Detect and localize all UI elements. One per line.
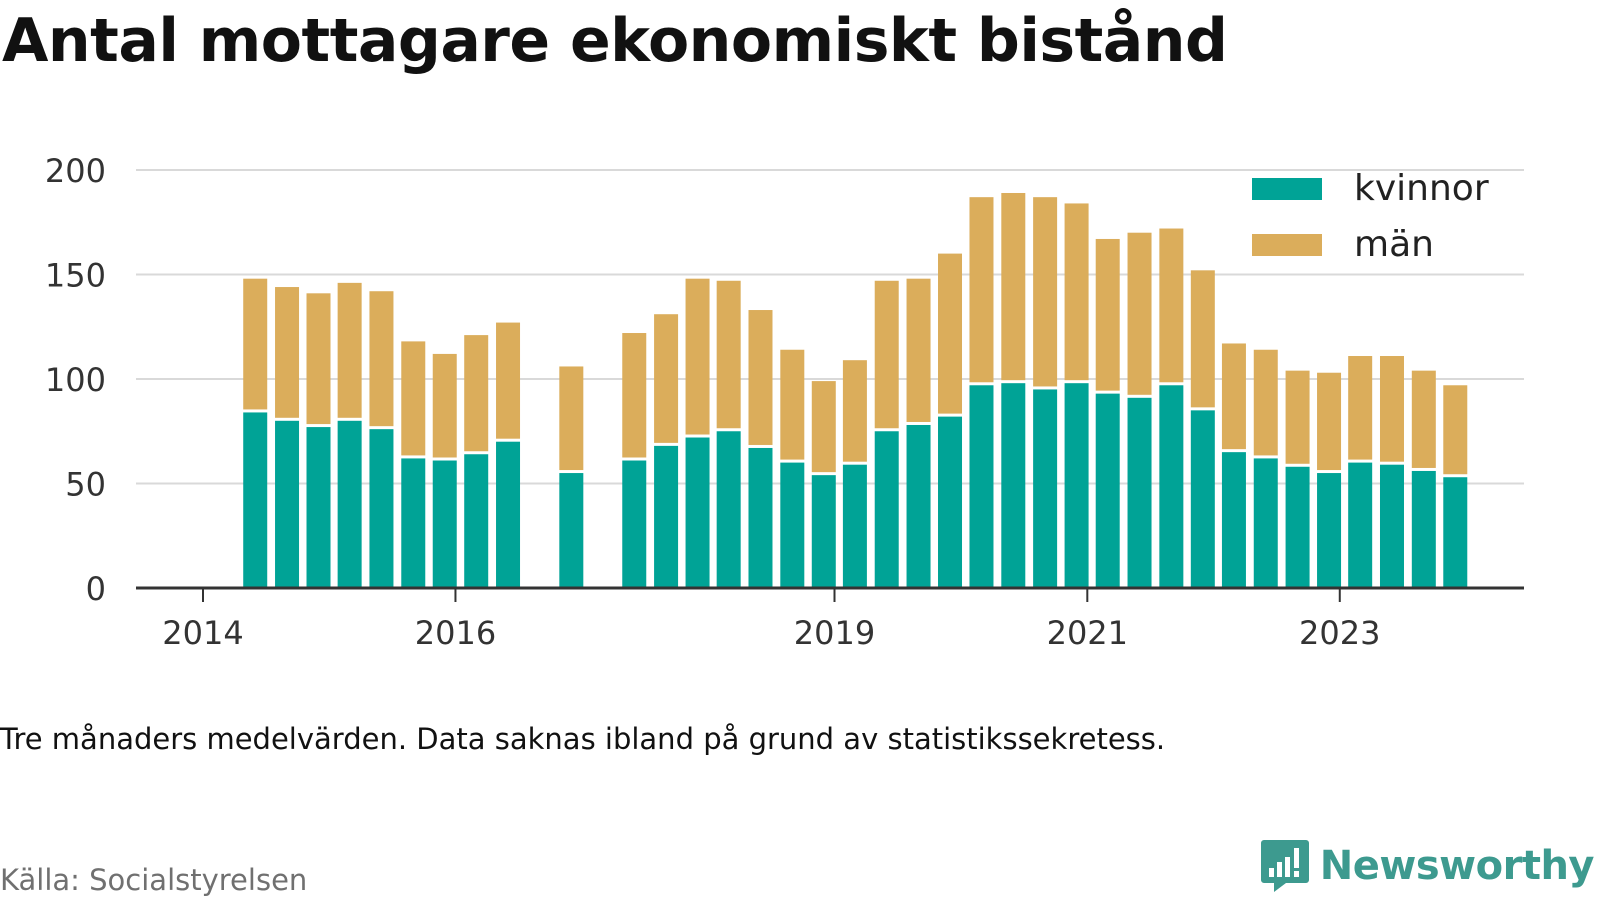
bar-man bbox=[1127, 232, 1152, 395]
bar-man bbox=[780, 349, 805, 460]
bar-kvinnor bbox=[1159, 385, 1184, 588]
bar-man bbox=[1379, 356, 1404, 462]
bar-kvinnor bbox=[685, 437, 710, 588]
bar-kvinnor bbox=[1127, 397, 1152, 588]
bar-man bbox=[1285, 370, 1310, 464]
legend-label: män bbox=[1354, 224, 1434, 265]
chart-note: Tre månaders medelvärden. Data saknas ib… bbox=[0, 722, 1166, 756]
bar-kvinnor bbox=[874, 431, 899, 588]
bar-kvinnor bbox=[748, 447, 773, 588]
y-tick-label: 200 bbox=[45, 152, 106, 190]
bar-man bbox=[811, 381, 836, 473]
x-axis-ticks: 2014 2016 2019 2021 2023 bbox=[136, 586, 1524, 652]
bar-man bbox=[1411, 370, 1436, 468]
bar-man bbox=[906, 278, 931, 422]
bar-man bbox=[1221, 343, 1246, 450]
bar-man bbox=[748, 310, 773, 445]
bar-man bbox=[685, 278, 710, 435]
bar-man bbox=[842, 360, 867, 462]
bar-kvinnor bbox=[1064, 383, 1089, 588]
bar-man bbox=[1001, 192, 1026, 381]
bar-kvinnor bbox=[716, 431, 741, 588]
y-tick-label: 0 bbox=[86, 570, 106, 608]
bar-man bbox=[622, 333, 647, 458]
bar-kvinnor bbox=[1190, 410, 1215, 588]
legend-swatch bbox=[1252, 234, 1322, 256]
bar-kvinnor bbox=[1411, 470, 1436, 588]
bar-kvinnor bbox=[306, 427, 331, 588]
bar-man bbox=[716, 280, 741, 429]
bar-kvinnor bbox=[780, 462, 805, 588]
bar-man bbox=[1064, 203, 1089, 381]
bar-kvinnor bbox=[559, 473, 584, 588]
newsworthy-chart-icon bbox=[1260, 840, 1309, 892]
bar-man bbox=[874, 280, 899, 429]
bar-man bbox=[496, 322, 521, 439]
y-tick-label: 100 bbox=[45, 361, 106, 399]
bar-man bbox=[401, 341, 426, 456]
legend-label: kvinnor bbox=[1354, 168, 1489, 209]
bar-kvinnor bbox=[1001, 383, 1026, 588]
bar-kvinnor bbox=[1285, 466, 1310, 588]
bar-man bbox=[1033, 197, 1058, 387]
bar-kvinnor bbox=[906, 424, 931, 588]
bar-man bbox=[243, 278, 268, 410]
bar-kvinnor bbox=[1033, 389, 1058, 588]
bar-man bbox=[337, 282, 362, 418]
bar-man bbox=[1253, 349, 1278, 456]
bar-man bbox=[1443, 385, 1468, 475]
bar-kvinnor bbox=[496, 441, 521, 588]
stacked-bar-chart: 0 50 100 150 200 2014 2016 2019 2021 2023 kvinno… bbox=[45, 152, 1524, 652]
bars bbox=[243, 192, 1468, 588]
bar-kvinnor bbox=[1443, 477, 1468, 588]
bar-kvinnor bbox=[842, 464, 867, 588]
bar-kvinnor bbox=[1221, 452, 1246, 588]
bar-kvinnor bbox=[275, 420, 300, 588]
bar-man bbox=[464, 335, 489, 452]
legend: kvinnor män bbox=[1252, 168, 1489, 265]
brand-logo: Newsworthy bbox=[1260, 838, 1595, 894]
bar-kvinnor bbox=[1253, 458, 1278, 588]
y-axis-ticks: 0 50 100 150 200 bbox=[45, 152, 106, 608]
y-tick-label: 50 bbox=[65, 466, 106, 504]
bar-kvinnor bbox=[1348, 462, 1373, 588]
bar-kvinnor bbox=[401, 458, 426, 588]
x-tick-label: 2019 bbox=[794, 614, 875, 652]
bar-man bbox=[1095, 238, 1120, 391]
source-label: Källa: Socialstyrelsen bbox=[0, 863, 308, 897]
bar-man bbox=[1348, 356, 1373, 460]
legend-swatch bbox=[1252, 178, 1322, 200]
bar-man bbox=[969, 197, 994, 383]
bar-kvinnor bbox=[243, 412, 268, 588]
x-tick-label: 2021 bbox=[1047, 614, 1128, 652]
bar-man bbox=[369, 291, 394, 427]
bar-kvinnor bbox=[811, 475, 836, 588]
bar-kvinnor bbox=[1317, 473, 1342, 588]
bar-man bbox=[559, 366, 584, 471]
bar-man bbox=[432, 353, 457, 458]
x-tick-label: 2016 bbox=[415, 614, 496, 652]
bar-man bbox=[1317, 372, 1342, 471]
x-tick-label: 2023 bbox=[1299, 614, 1380, 652]
bar-kvinnor bbox=[1379, 464, 1404, 588]
chart-title: Antal mottagare ekonomiskt bistånd bbox=[2, 6, 1228, 76]
bar-man bbox=[275, 287, 300, 418]
bar-kvinnor bbox=[938, 416, 963, 588]
bar-kvinnor bbox=[337, 420, 362, 588]
bar-kvinnor bbox=[432, 460, 457, 588]
bar-man bbox=[938, 253, 963, 414]
bar-kvinnor bbox=[654, 445, 679, 588]
bar-man bbox=[306, 293, 331, 425]
bar-kvinnor bbox=[369, 429, 394, 588]
bar-man bbox=[654, 314, 679, 443]
y-tick-label: 150 bbox=[45, 257, 106, 295]
brand-name: Newsworthy bbox=[1319, 843, 1595, 889]
bar-kvinnor bbox=[464, 454, 489, 588]
bar-kvinnor bbox=[969, 385, 994, 588]
bar-man bbox=[1159, 228, 1184, 383]
x-tick-label: 2014 bbox=[162, 614, 243, 652]
bar-kvinnor bbox=[1095, 393, 1120, 588]
bar-man bbox=[1190, 270, 1215, 408]
bar-kvinnor bbox=[622, 460, 647, 588]
